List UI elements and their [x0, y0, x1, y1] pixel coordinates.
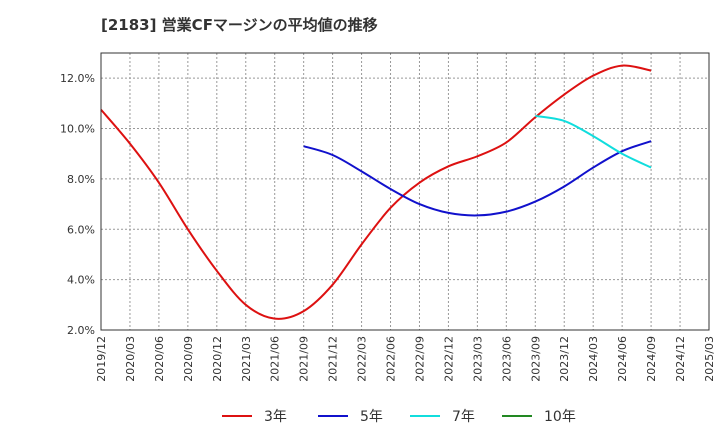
y-tick-label: 4.0% [67, 274, 95, 287]
series-line [100, 64, 652, 320]
x-tick-label: 2024/03 [587, 336, 600, 382]
x-tick-label: 2021/03 [240, 336, 253, 382]
legend-item: 7年 [410, 404, 475, 428]
legend-swatch [410, 415, 440, 417]
plot-frame [100, 52, 710, 331]
legend-swatch [502, 415, 532, 417]
legend-label: 3年 [264, 409, 287, 425]
series-2 [535, 114, 652, 169]
x-tick-label: 2022/09 [413, 336, 426, 382]
x-tick-label: 2023/06 [500, 336, 513, 382]
series-0 [100, 64, 652, 320]
y-tick-label: 10.0% [60, 123, 95, 136]
x-tick-label: 2025/03 [703, 336, 716, 382]
legend-label: 10年 [544, 409, 576, 425]
x-tick-label: 2022/06 [385, 336, 398, 382]
legend-label: 7年 [452, 409, 475, 425]
x-tick-label: 2020/09 [182, 336, 195, 382]
series-layer [100, 64, 652, 320]
legend-item: 5年 [318, 404, 383, 428]
chart-title: [2183] 営業CFマージンの平均値の推移 [101, 16, 378, 34]
x-tick-label: 2022/03 [356, 336, 369, 382]
y-tick-label: 8.0% [67, 173, 95, 186]
legend-label: 5年 [360, 409, 383, 425]
x-tick-label: 2020/03 [124, 336, 137, 382]
y-tick-label: 12.0% [60, 72, 95, 85]
x-tick-label: 2023/12 [558, 336, 571, 382]
x-tick-label: 2023/03 [471, 336, 484, 382]
x-tick-label: 2020/06 [153, 336, 166, 382]
legend-swatch [318, 415, 348, 417]
legend-item: 3年 [222, 404, 287, 428]
x-tick-label: 2024/09 [645, 336, 658, 382]
y-tick-label: 2.0% [67, 324, 95, 337]
series-1 [303, 140, 652, 217]
x-tick-label: 2019/12 [95, 336, 108, 382]
y-tick-label: 6.0% [67, 223, 95, 236]
legend-swatch [222, 415, 252, 417]
y-axis-ticks: 2.0% 4.0% 6.0% 8.0% 10.0% 12.0% [60, 72, 95, 337]
x-tick-label: 2023/09 [529, 336, 542, 382]
x-tick-label: 2021/12 [327, 336, 340, 382]
x-axis-ticks: 2019/12 2020/03 2020/06 2020/09 2020/12 2021/… [95, 336, 716, 382]
x-tick-label: 2024/12 [674, 336, 687, 382]
x-tick-label: 2022/12 [442, 336, 455, 382]
x-tick-label: 2021/06 [269, 336, 282, 382]
x-tick-label: 2020/12 [211, 336, 224, 382]
grid-layer [101, 53, 709, 330]
x-tick-label: 2021/09 [298, 336, 311, 382]
legend: 3年 5年 7年 10年 [0, 404, 720, 428]
legend-item: 10年 [502, 404, 576, 428]
x-tick-label: 2024/06 [616, 336, 629, 382]
